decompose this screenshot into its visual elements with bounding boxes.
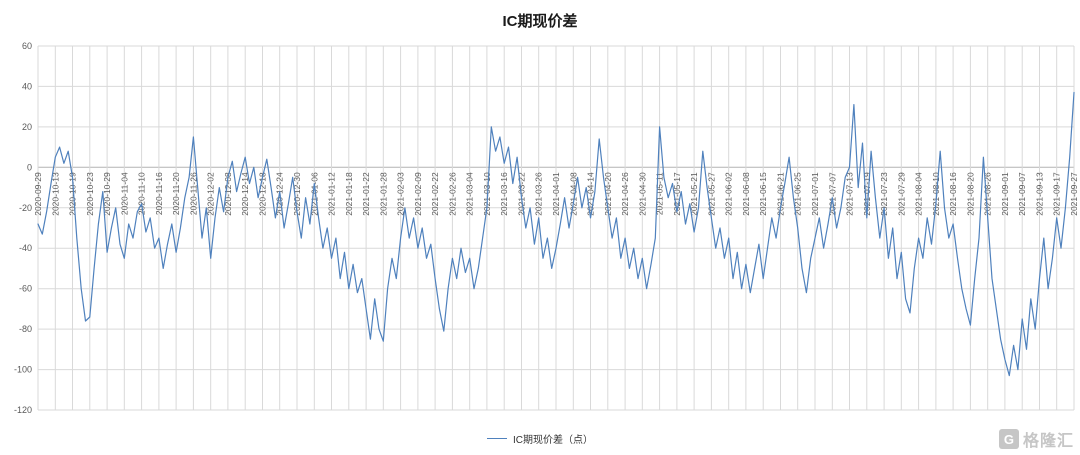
svg-text:2021-06-02: 2021-06-02 <box>724 172 734 216</box>
svg-text:-80: -80 <box>19 324 32 334</box>
svg-text:2021-03-16: 2021-03-16 <box>499 172 509 216</box>
svg-text:-120: -120 <box>14 405 32 415</box>
legend: IC期现价差（点） <box>0 431 1080 446</box>
y-axis-labels: 60 40 20 0 -20 -40 -60 -80 -100 -120 <box>14 41 32 415</box>
svg-text:2020-11-04: 2020-11-04 <box>119 172 129 215</box>
svg-text:40: 40 <box>22 81 32 91</box>
svg-text:2021-07-23: 2021-07-23 <box>879 172 889 216</box>
svg-text:2021-08-20: 2021-08-20 <box>965 172 975 216</box>
series-line <box>37 91 1075 377</box>
svg-text:2021-08-16: 2021-08-16 <box>948 172 958 216</box>
svg-text:2021-01-18: 2021-01-18 <box>344 172 354 216</box>
gelonghui-logo-icon: G <box>998 429 1019 449</box>
svg-text:-60: -60 <box>19 284 32 294</box>
svg-text:2020-10-23: 2020-10-23 <box>85 172 95 216</box>
svg-text:2021-07-07: 2021-07-07 <box>827 172 837 216</box>
svg-text:2021-02-03: 2021-02-03 <box>396 172 406 216</box>
legend-label: IC期现价差（点） <box>513 435 593 446</box>
svg-text:2020-10-19: 2020-10-19 <box>68 172 78 216</box>
x-axis-labels: 2020-09-29 2020-10-13 2020-10-19 2020-10-23… <box>33 172 1079 216</box>
svg-text:2021-07-13: 2021-07-13 <box>845 172 855 216</box>
svg-text:-20: -20 <box>19 203 32 213</box>
svg-text:2021-03-04: 2021-03-04 <box>465 172 475 216</box>
svg-text:2021-08-10: 2021-08-10 <box>931 172 941 216</box>
svg-text:2021-05-21: 2021-05-21 <box>689 172 699 216</box>
svg-text:2021-03-10: 2021-03-10 <box>482 172 492 216</box>
svg-text:2021-09-27: 2021-09-27 <box>1069 172 1079 216</box>
svg-text:2021-09-01: 2021-09-01 <box>1000 172 1010 216</box>
svg-text:2021-07-29: 2021-07-29 <box>896 172 906 216</box>
svg-text:2021-04-26: 2021-04-26 <box>620 172 630 216</box>
svg-text:2021-02-26: 2021-02-26 <box>447 172 457 216</box>
svg-text:2021-02-09: 2021-02-09 <box>413 172 423 216</box>
svg-text:2020-12-02: 2020-12-02 <box>206 172 216 216</box>
svg-text:2021-05-17: 2021-05-17 <box>672 172 682 216</box>
svg-text:2021-01-28: 2021-01-28 <box>378 172 388 216</box>
svg-text:2021-07-01: 2021-07-01 <box>810 172 820 216</box>
svg-text:2021-02-22: 2021-02-22 <box>430 172 440 216</box>
svg-text:2020-12-14: 2020-12-14 <box>240 172 250 216</box>
legend-line-swatch <box>487 438 507 439</box>
svg-text:2021-06-15: 2021-06-15 <box>758 172 768 216</box>
svg-text:2021-04-08: 2021-04-08 <box>568 172 578 216</box>
svg-text:2021-04-20: 2021-04-20 <box>603 172 613 216</box>
gridlines <box>37 45 1075 411</box>
chart-title: IC期现价差 <box>502 13 578 30</box>
svg-text:2021-06-08: 2021-06-08 <box>741 172 751 216</box>
svg-text:2020-12-18: 2020-12-18 <box>258 172 268 216</box>
svg-text:2021-08-04: 2021-08-04 <box>914 172 924 216</box>
svg-text:2021-05-11: 2021-05-11 <box>655 172 665 215</box>
svg-text:2020-11-26: 2020-11-26 <box>188 172 198 215</box>
svg-text:2021-04-30: 2021-04-30 <box>637 172 647 216</box>
svg-text:2021-06-25: 2021-06-25 <box>793 172 803 216</box>
svg-text:2021-01-06: 2021-01-06 <box>309 172 319 216</box>
svg-text:2021-01-12: 2021-01-12 <box>327 172 337 216</box>
svg-text:2021-09-17: 2021-09-17 <box>1052 172 1062 216</box>
svg-text:2021-08-26: 2021-08-26 <box>983 172 993 216</box>
svg-text:2020-12-08: 2020-12-08 <box>223 172 233 216</box>
svg-text:2020-12-30: 2020-12-30 <box>292 172 302 216</box>
gelonghui-logo-text: 格隆汇 <box>1022 433 1074 450</box>
svg-text:2021-06-21: 2021-06-21 <box>776 172 786 216</box>
svg-text:60: 60 <box>22 41 32 51</box>
svg-text:2021-03-26: 2021-03-26 <box>534 172 544 216</box>
svg-text:2021-09-07: 2021-09-07 <box>1017 172 1027 216</box>
svg-text:2020-11-20: 2020-11-20 <box>171 172 181 215</box>
svg-text:2021-09-13: 2021-09-13 <box>1035 172 1045 216</box>
svg-text:2020-10-13: 2020-10-13 <box>50 172 60 216</box>
svg-text:2020-11-10: 2020-11-10 <box>137 172 147 215</box>
svg-text:20: 20 <box>22 122 32 132</box>
svg-text:-40: -40 <box>19 243 32 253</box>
svg-text:-100: -100 <box>14 365 32 375</box>
gelonghui-watermark: G 格隆汇 <box>998 427 1074 451</box>
svg-text:2021-04-01: 2021-04-01 <box>551 172 561 216</box>
svg-text:2020-10-29: 2020-10-29 <box>102 172 112 216</box>
svg-text:2021-04-14: 2021-04-14 <box>586 172 596 216</box>
svg-text:2020-09-29: 2020-09-29 <box>33 172 43 216</box>
svg-text:2021-05-27: 2021-05-27 <box>706 172 716 216</box>
svg-text:2020-11-16: 2020-11-16 <box>154 172 164 215</box>
svg-text:0: 0 <box>27 162 32 172</box>
svg-text:2021-07-19: 2021-07-19 <box>862 172 872 216</box>
svg-text:2021-01-22: 2021-01-22 <box>361 172 371 216</box>
